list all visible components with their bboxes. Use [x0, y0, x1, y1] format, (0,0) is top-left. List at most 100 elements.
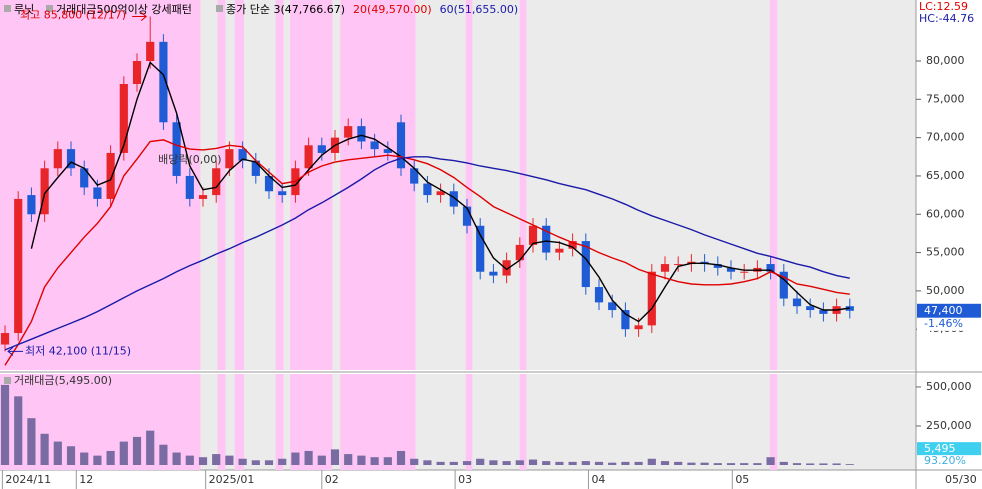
volume-bar: [185, 455, 194, 465]
candle-body: [212, 168, 221, 196]
legend-series: 20(49,570.00): [353, 3, 432, 16]
candle-body: [621, 310, 630, 330]
volume-bar: [594, 461, 604, 465]
volume-bar: [238, 458, 247, 465]
low-annotation: 최저 42,100 (11/15): [25, 344, 131, 357]
candle-body: [304, 145, 313, 169]
candle-body: [106, 152, 115, 199]
volume-bar: [687, 462, 696, 465]
candle-body: [370, 141, 379, 150]
volume-bar: [106, 450, 115, 465]
candle-body: [383, 149, 392, 153]
candle-body: [251, 160, 260, 176]
candle-body: [515, 244, 524, 261]
y-tick-label: 70,000: [926, 131, 965, 144]
dividend-annotation: 배당락(0,00): [158, 153, 221, 166]
candle-body: [713, 264, 722, 268]
volume-bar: [291, 452, 300, 465]
legend-box: [46, 5, 53, 12]
candle-body: [410, 168, 419, 184]
candle-body: [172, 122, 181, 176]
candle-body: [423, 183, 432, 196]
y-tick-label: 55,000: [926, 246, 965, 259]
candle-body: [528, 225, 538, 245]
pattern-band: [465, 374, 473, 470]
volume-y-tick-label: 500,000: [926, 380, 972, 393]
volume-bar: [713, 463, 722, 465]
y-tick-label: 75,000: [926, 92, 965, 105]
volume-bar: [528, 459, 538, 465]
candle-body: [806, 306, 815, 311]
candle-body: [608, 302, 617, 311]
candle-body: [594, 287, 604, 303]
volume-bar: [370, 457, 379, 465]
volume-bar: [146, 430, 155, 465]
volume-y-tick-label: 250,000: [926, 419, 972, 432]
ma-line: [4, 156, 850, 351]
candle-body: [185, 175, 194, 199]
last-volume-label: 5,495: [924, 442, 956, 455]
pattern-band: [275, 374, 284, 470]
legend-series: 종가 단순 3(47,766.67): [226, 3, 345, 16]
candle-body: [396, 122, 406, 169]
volume-bar: [489, 460, 498, 465]
candle-body: [581, 241, 590, 288]
volume-bar: [198, 457, 208, 465]
candle-body: [568, 241, 577, 249]
candle-body: [634, 325, 643, 330]
lc-hc-bg: [917, 0, 982, 26]
lc-label: LC:12.59: [919, 0, 968, 13]
change-label: -1.46%: [924, 317, 963, 330]
candle-body: [647, 271, 656, 326]
volume-bar: [608, 462, 617, 465]
pattern-band: [519, 0, 527, 370]
last-volume-box: [917, 442, 981, 456]
low-arrow: [7, 347, 24, 356]
legend-series: 60(51,655.00): [440, 3, 519, 16]
candle-body: [198, 195, 208, 199]
change-bg: [917, 317, 981, 331]
last-date-label: 05/30: [945, 473, 977, 486]
volume-bar: [212, 454, 221, 465]
pattern-band: [0, 0, 201, 370]
candle-body: [344, 126, 353, 138]
volume-bar: [330, 449, 340, 465]
candle-body: [80, 168, 89, 188]
y-tick-label: 80,000: [926, 54, 965, 67]
candle-body: [146, 41, 155, 61]
volume-bar: [542, 461, 551, 465]
volume-bar: [832, 463, 841, 465]
volume-bar: [766, 457, 775, 465]
candle-body: [502, 260, 511, 276]
pattern-band: [217, 0, 226, 370]
volume-bar: [278, 458, 287, 465]
pattern-band: [769, 0, 778, 370]
volume-bar: [0, 384, 10, 465]
candle-body: [779, 271, 788, 299]
volume-bar: [700, 462, 709, 465]
volume-bar: [396, 450, 406, 465]
candle-body: [476, 225, 485, 272]
last-price-label: 47,400: [924, 304, 963, 317]
volume-bar: [581, 461, 590, 465]
legend-box: [4, 377, 11, 384]
volume-bar: [660, 461, 670, 465]
pattern-band: [217, 374, 226, 470]
volume-bar: [304, 450, 313, 465]
candle-body: [436, 191, 445, 196]
pattern-band: [234, 374, 244, 470]
volume-bar: [159, 444, 168, 465]
volume-bar: [436, 461, 445, 465]
volume-bar: [423, 460, 432, 465]
volume-bar: [172, 452, 181, 465]
volume-bar: [93, 455, 102, 465]
volume-bar: [53, 441, 62, 465]
volume-bar: [317, 455, 326, 465]
legend-label: 거래대금500억이상 강세패턴: [56, 3, 192, 16]
candle-body: [159, 41, 168, 123]
candle-body: [674, 264, 683, 266]
volume-ratio: 93.20%: [924, 454, 966, 467]
volume-bar: [476, 458, 485, 465]
candle-body: [238, 149, 247, 161]
